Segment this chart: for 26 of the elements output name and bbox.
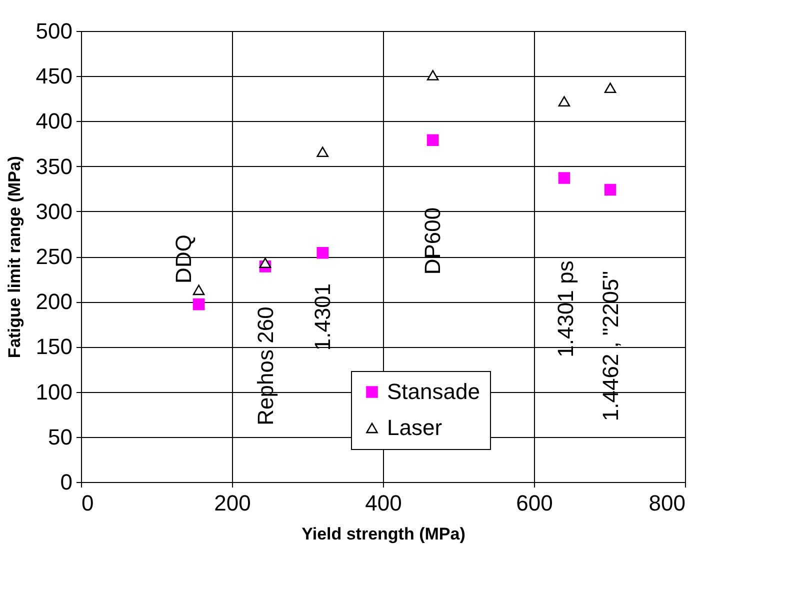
x-tick-label: 800	[648, 490, 686, 516]
y-tick-label: 100	[36, 379, 72, 404]
y-tick-label: 450	[36, 64, 72, 89]
y-tick-label: 350	[36, 154, 72, 179]
y-tick-label: 0	[60, 470, 72, 494]
x-tick-label: 600	[516, 490, 553, 516]
annotation: 1.4462 , "2205"	[598, 270, 623, 422]
annotation: DDQ	[171, 234, 196, 284]
y-tick-label: 250	[36, 244, 72, 269]
annotation: 1.4301	[310, 283, 335, 351]
annotation: Rephos 260	[253, 306, 278, 426]
x-tick-label: 0	[82, 490, 94, 516]
annotation: DP600	[420, 207, 445, 275]
y-tick-label: 150	[36, 334, 72, 360]
y-tick-label: 400	[36, 108, 72, 134]
y-tick-label: 500	[36, 18, 72, 44]
y-tick-label: 200	[36, 289, 72, 314]
y-tick-label: 300	[36, 198, 72, 224]
legend-label: Laser	[387, 415, 442, 440]
x-axis-title: Yield strength (MPa)	[302, 524, 466, 544]
x-tick-label: 200	[214, 490, 251, 516]
legend-label: Stansade	[387, 379, 480, 404]
y-tick-label: 50	[48, 424, 72, 450]
x-tick-label: 400	[365, 490, 402, 516]
annotation: 1.4301 ps	[553, 260, 578, 358]
y-axis-title: Fatigue limit range (MPa)	[4, 156, 24, 358]
